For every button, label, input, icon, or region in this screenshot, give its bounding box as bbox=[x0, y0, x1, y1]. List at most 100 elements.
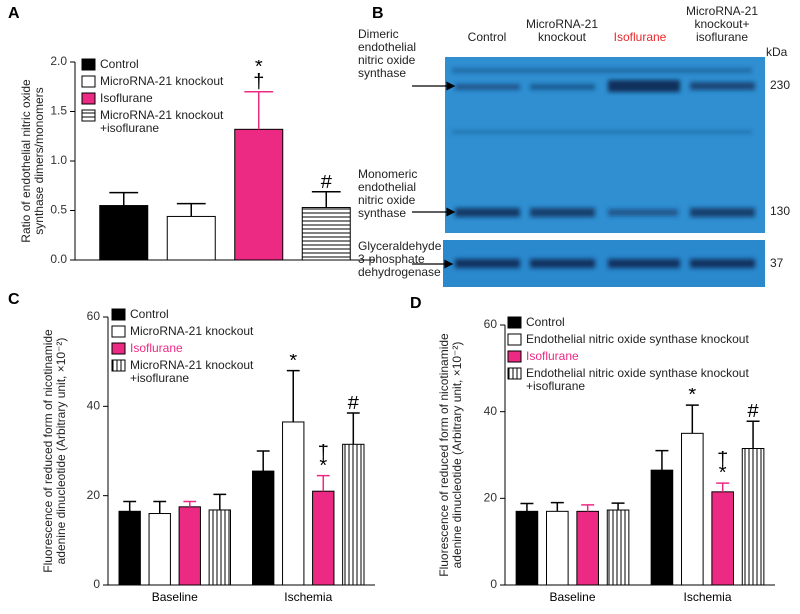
bands bbox=[452, 68, 755, 268]
legend-label: MicroRNA-21 knockout bbox=[100, 75, 224, 88]
error-bar bbox=[346, 412, 360, 445]
bar bbox=[178, 506, 201, 586]
legend-label: Endothelial nitric oxide synthase knocko… bbox=[526, 367, 749, 393]
bar bbox=[312, 490, 335, 586]
annotation-box: † * bbox=[317, 443, 329, 476]
annotation-box: # bbox=[748, 404, 759, 421]
error-bar bbox=[520, 502, 534, 512]
legend-swatch bbox=[81, 58, 96, 71]
legend-swatch bbox=[81, 92, 96, 105]
legend-label-box: Control bbox=[130, 308, 169, 321]
y-tick-label: 40 bbox=[87, 399, 101, 413]
bar bbox=[166, 215, 216, 261]
bar bbox=[148, 513, 171, 586]
legend-label-box: MicroRNA-21 knockout +isoflurane bbox=[100, 109, 223, 135]
legend-swatch bbox=[81, 109, 96, 122]
legend-label: Endothelial nitric oxide synthase knocko… bbox=[526, 333, 749, 346]
y-axis-label: Ratio of endothelial nitric oxide syntha… bbox=[20, 79, 46, 243]
bar bbox=[301, 207, 351, 261]
annotation: * bbox=[289, 353, 298, 371]
panel-letter: A bbox=[8, 5, 20, 22]
legend-label-box: Control bbox=[526, 316, 565, 329]
column-label: MicroRNA-21 knockout+ isoflurane bbox=[685, 5, 758, 44]
error-bar bbox=[581, 504, 595, 512]
legend-label-box: Endothelial nitric oxide synthase knocko… bbox=[526, 367, 749, 393]
annotation: † * bbox=[317, 443, 329, 476]
legend-label-box: MicroRNA-21 knockout bbox=[130, 325, 253, 338]
y-tick-label: 60 bbox=[87, 309, 101, 323]
y-tick-label: 2.0 bbox=[50, 54, 67, 68]
error-bar bbox=[746, 420, 760, 449]
error-bar bbox=[176, 202, 206, 217]
y-axis-label-box: Fluorescence of reduced form of nicotina… bbox=[42, 329, 68, 573]
legend-label-box: Control bbox=[100, 58, 139, 71]
column-label-box: MicroRNA-21 knockout bbox=[526, 18, 598, 44]
annotation: # bbox=[320, 174, 332, 192]
bar bbox=[99, 205, 149, 261]
error-bar bbox=[183, 500, 197, 507]
legend-swatch bbox=[111, 325, 126, 338]
error-bar bbox=[550, 501, 564, 512]
error-bar bbox=[244, 90, 274, 130]
bar bbox=[576, 510, 599, 586]
bar bbox=[606, 509, 630, 586]
row-label-box: Dimeric endothelial nitric oxide synthas… bbox=[358, 28, 416, 80]
x-tick-label: Baseline bbox=[549, 590, 595, 604]
column-label: Control bbox=[467, 31, 507, 44]
row-label: Glyceraldehyde 3-phosphate dehydrogenase bbox=[358, 240, 442, 279]
annotation-box: * bbox=[688, 388, 697, 406]
error-bar bbox=[123, 500, 137, 512]
y-tick-label: 1.0 bbox=[50, 153, 67, 167]
error-bar bbox=[153, 500, 167, 514]
x-tick-label: Ischemia bbox=[683, 590, 731, 604]
legend-swatch bbox=[81, 75, 96, 88]
annotation-box: * bbox=[289, 353, 298, 371]
y-tick-label: 1.5 bbox=[50, 104, 67, 118]
legend-swatch bbox=[111, 359, 126, 372]
bar bbox=[118, 510, 141, 586]
y-axis-label: Fluorescence of reduced form of nicotina… bbox=[438, 333, 464, 577]
bar bbox=[208, 509, 231, 586]
column-label-box: Control bbox=[467, 31, 507, 44]
unit-label-box: kDa bbox=[766, 46, 788, 59]
error-bar bbox=[685, 404, 699, 434]
legend-label-box: MicroRNA-21 knockout +isoflurane bbox=[130, 359, 253, 385]
y-axis-label: Fluorescence of reduced form of nicotina… bbox=[42, 329, 68, 573]
y-tick-label: 20 bbox=[484, 491, 498, 505]
bar bbox=[681, 432, 704, 586]
error-bar bbox=[256, 450, 270, 472]
y-tick-label: 0 bbox=[93, 577, 100, 591]
legend-swatch bbox=[507, 316, 522, 329]
blot-panel: B bbox=[372, 5, 765, 287]
row-label: Monomeric endothelial nitric oxide synth… bbox=[358, 168, 418, 220]
legend-label-box: MicroRNA-21 knockout bbox=[100, 75, 224, 88]
annotation: * bbox=[688, 388, 697, 406]
error-bar bbox=[109, 191, 139, 206]
legend-label-box: Isoflurane bbox=[100, 92, 153, 105]
column-label-box: Isoflurane bbox=[613, 31, 667, 44]
size-label: 230 bbox=[770, 79, 791, 92]
error-bar bbox=[611, 502, 625, 511]
unit-label: kDa bbox=[766, 46, 788, 59]
legend-swatch bbox=[507, 333, 522, 346]
legend-swatch bbox=[507, 367, 522, 380]
size-label-box: 130 bbox=[770, 205, 790, 218]
legend-label: Isoflurane bbox=[130, 342, 183, 355]
panel-letter: D bbox=[410, 295, 422, 312]
y-axis-label-box: Ratio of endothelial nitric oxide syntha… bbox=[20, 79, 46, 243]
arrows bbox=[412, 81, 456, 269]
bar bbox=[741, 448, 765, 586]
legend-swatch bbox=[507, 350, 522, 363]
panel-letter: B bbox=[372, 5, 384, 22]
column-label: Isoflurane bbox=[613, 31, 667, 44]
panel-letter: C bbox=[8, 291, 20, 308]
y-tick-label: 0.5 bbox=[50, 203, 67, 217]
y-tick-label: 0 bbox=[490, 577, 497, 591]
error-bar bbox=[316, 474, 330, 492]
legend-swatch bbox=[111, 308, 126, 321]
bar bbox=[234, 128, 284, 261]
x-tick-label: Ischemia bbox=[284, 590, 332, 604]
annotation: * † bbox=[253, 59, 265, 92]
annotation-box: # bbox=[348, 396, 359, 413]
x-tick-label: Baseline bbox=[152, 590, 198, 604]
